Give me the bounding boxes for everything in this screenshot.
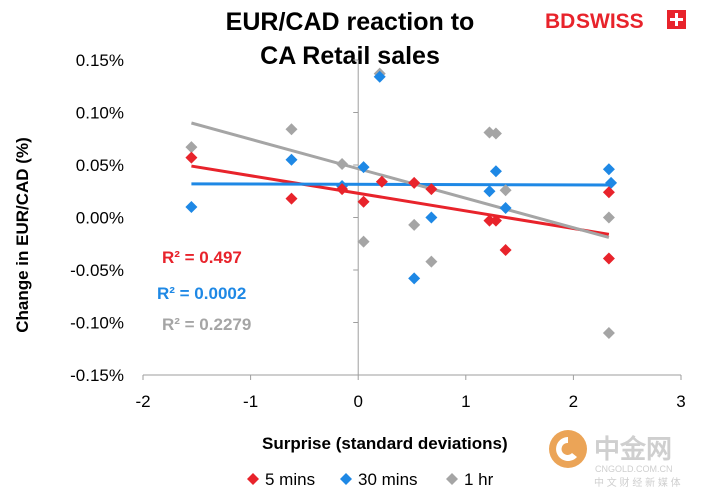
point-1-hr xyxy=(357,235,370,248)
y-tick-label: 0.00% xyxy=(76,209,124,228)
y-tick-label: -0.05% xyxy=(70,261,124,280)
legend-marker-5-mins xyxy=(247,473,259,485)
point-30-mins xyxy=(185,201,198,213)
point-1-hr xyxy=(499,184,512,197)
point-1-hr xyxy=(285,123,298,136)
point-30-mins xyxy=(499,202,512,215)
watermark-sub: 中 文 财 经 新 媒 体 xyxy=(594,476,681,489)
brand-logo: BD SWISS xyxy=(545,10,686,33)
x-tick-label: -2 xyxy=(135,392,150,411)
legend-label-30-mins: 30 mins xyxy=(358,470,418,489)
y-tick-label: 0.05% xyxy=(76,156,124,175)
point-30-mins xyxy=(602,163,615,176)
point-30-mins xyxy=(425,211,438,224)
point-30-mins xyxy=(605,176,618,189)
point-5-mins xyxy=(602,186,615,199)
point-30-mins xyxy=(357,161,370,174)
x-tick-label: 1 xyxy=(461,392,470,411)
point-30-mins xyxy=(483,185,496,198)
point-5-mins xyxy=(499,244,512,257)
point-1-hr xyxy=(425,255,438,268)
trendlines xyxy=(191,121,610,239)
trendline-1-hr xyxy=(191,121,610,239)
point-1-hr xyxy=(185,141,198,154)
point-1-hr xyxy=(336,157,349,170)
x-tick-label: -1 xyxy=(243,392,258,411)
chart-title-line-1: EUR/CAD reaction to xyxy=(226,8,475,36)
watermark: 中金网 CNGOLD.COM.CN 中 文 财 经 新 媒 体 xyxy=(549,430,681,489)
point-5-mins xyxy=(336,183,349,196)
r-squared-1-hr: R² = 0.2279 xyxy=(162,315,251,334)
point-30-mins xyxy=(373,70,386,83)
point-5-mins xyxy=(185,151,198,164)
trendline-5-mins xyxy=(191,164,610,236)
y-tick-label: 0.10% xyxy=(76,104,124,123)
x-axis-label: Surprise (standard deviations) xyxy=(262,434,508,453)
point-1-hr xyxy=(602,211,615,224)
point-5-mins xyxy=(489,214,502,227)
x-tick-label: 0 xyxy=(353,392,362,411)
trendline-30-mins xyxy=(191,182,609,187)
point-5-mins xyxy=(285,192,298,205)
point-5-mins xyxy=(602,252,615,265)
point-5-mins xyxy=(357,195,370,208)
point-1-hr xyxy=(408,218,421,231)
data-points xyxy=(185,67,618,339)
legend-label-1-hr: 1 hr xyxy=(464,470,494,489)
x-tick-label: 3 xyxy=(676,392,685,411)
brand-swiss: SWISS xyxy=(576,10,644,33)
legend-marker-30-mins xyxy=(340,473,352,485)
legend-marker-1-hr xyxy=(446,473,458,485)
x-tick-label: 2 xyxy=(569,392,578,411)
point-30-mins xyxy=(408,272,421,285)
point-5-mins xyxy=(425,183,438,196)
watermark-cn: 中金网 xyxy=(594,434,672,464)
y-tick-label: -0.15% xyxy=(70,366,124,385)
point-1-hr xyxy=(602,327,615,339)
y-tick-label: -0.10% xyxy=(70,314,124,333)
r-squared-5-mins: R² = 0.497 xyxy=(162,248,242,267)
r-squared-30-mins: R² = 0.0002 xyxy=(157,284,246,303)
point-5-mins xyxy=(375,175,388,188)
y-tick-label: 0.15% xyxy=(76,51,124,70)
brand-bd: BD xyxy=(545,10,575,33)
axes: 0.15% 0.10% 0.05% 0.00% -0.05% -0.10% -0.15% -2… xyxy=(70,51,686,411)
point-1-hr xyxy=(489,127,502,140)
watermark-domain: CNGOLD.COM.CN xyxy=(595,464,673,474)
cngold-logo-icon xyxy=(549,430,587,468)
chart-title-line-2: CA Retail sales xyxy=(260,42,440,70)
legend-label-5-mins: 5 mins xyxy=(265,470,315,489)
point-5-mins xyxy=(483,214,496,227)
point-5-mins xyxy=(408,176,421,189)
y-axis-label: Change in EUR/CAD (%) xyxy=(13,137,32,333)
legend: 5 mins 30 mins 1 hr xyxy=(247,470,494,489)
point-30-mins xyxy=(489,165,502,178)
point-30-mins xyxy=(285,153,298,166)
